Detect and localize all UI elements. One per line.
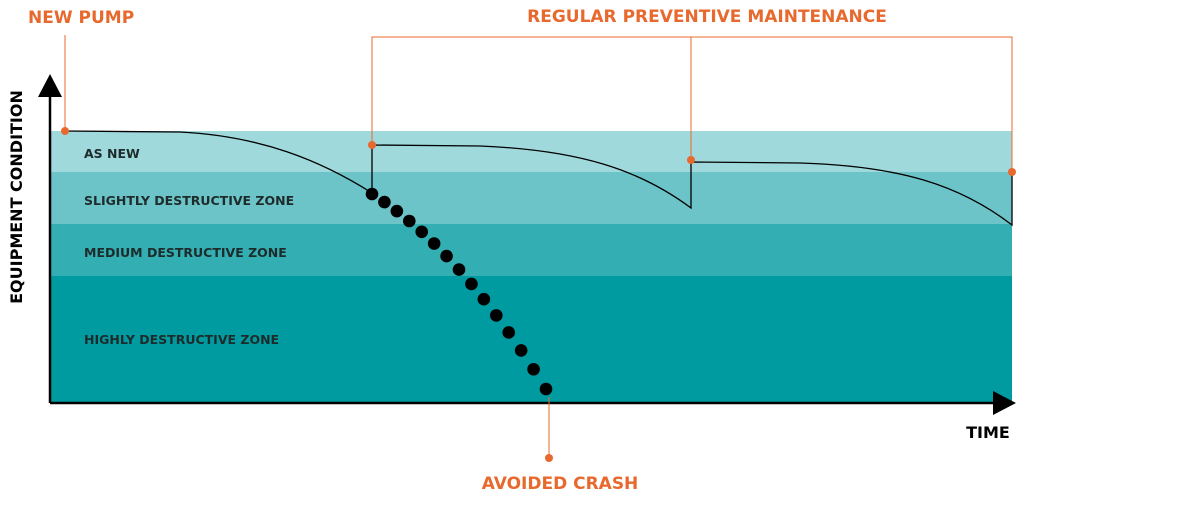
- zone-high: [50, 276, 1012, 403]
- annotation: NEW PUMP: [28, 8, 134, 28]
- zone-label: HIGHLY DESTRUCTIVE ZONE: [84, 332, 279, 347]
- annotation: AVOIDED CRASH: [482, 474, 639, 494]
- crash-dot: [402, 214, 416, 228]
- crash-dot: [365, 187, 379, 201]
- x-arrow: [993, 391, 1016, 415]
- crash-dot: [514, 344, 528, 357]
- zone-label: AS NEW: [84, 146, 140, 161]
- crash-dot: [527, 362, 540, 376]
- y-axis-label: EQUIPMENT CONDITION: [7, 90, 26, 304]
- x-axis-label: TIME: [966, 423, 1010, 442]
- condition-curve: [64, 130, 1013, 227]
- leader-line: [371, 36, 1013, 172]
- marker: [368, 141, 376, 149]
- zone-as-new: [50, 131, 1012, 172]
- marker: [545, 454, 553, 462]
- marker: [687, 156, 695, 164]
- zone-slight: [50, 172, 1012, 224]
- crash-dot: [452, 263, 466, 276]
- crash-path: [365, 187, 553, 396]
- zone-label: MEDIUM DESTRUCTIVE ZONE: [84, 245, 287, 260]
- marker: [1008, 168, 1016, 176]
- zone-label: SLIGHTLY DESTRUCTIVE ZONE: [84, 193, 294, 208]
- crash-dot: [427, 237, 441, 250]
- crash-dot: [502, 326, 516, 339]
- crash-dot: [539, 382, 553, 396]
- marker: [61, 127, 69, 135]
- annotation: REGULAR PREVENTIVE MAINTENANCE: [527, 7, 887, 27]
- crash-dot: [440, 249, 453, 263]
- crash-dot: [489, 309, 503, 322]
- crash-dot: [415, 225, 429, 239]
- crash-dot: [465, 277, 478, 291]
- y-arrow: [38, 74, 62, 97]
- crash-dot: [477, 292, 491, 306]
- zone-medium: [50, 224, 1012, 276]
- crash-dot: [390, 204, 404, 218]
- crash-dot: [378, 195, 391, 209]
